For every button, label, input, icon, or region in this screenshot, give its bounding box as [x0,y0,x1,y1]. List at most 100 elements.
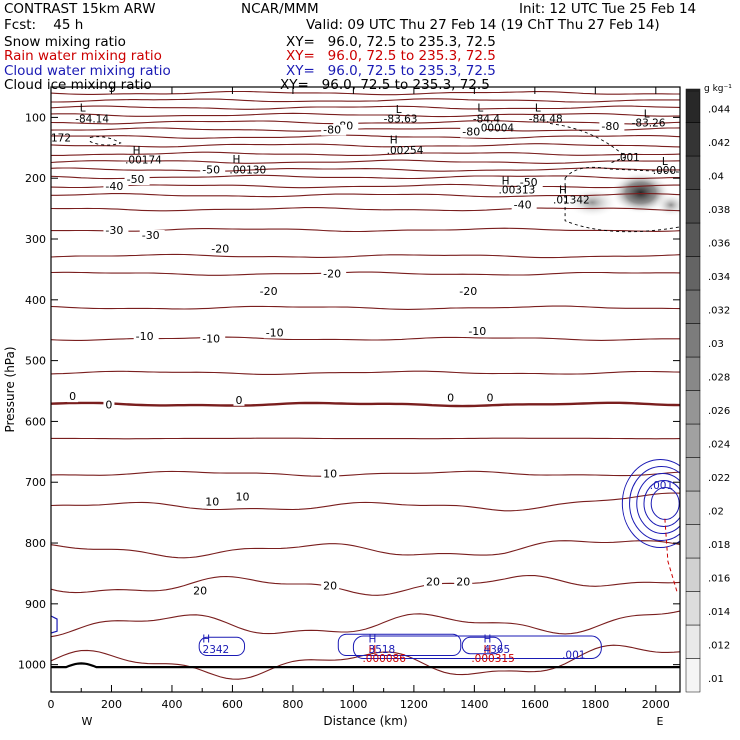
terrain-line [51,662,680,669]
extrema-label: H [559,184,567,196]
field-cloud-water-name: Cloud water mixing ratio [4,63,171,79]
colorbar-tick-label: .024 [708,439,730,450]
isotherm-label: 0 [69,390,76,403]
colorbar-segment [685,490,701,525]
isotherm-label: 0 [105,398,112,411]
isotherm-line [51,437,680,440]
colorbar-tick-label: .042 [708,138,730,149]
label-knockout [445,392,457,404]
y-axis-label: Pressure (hPa) [3,346,17,432]
isotherm-line [51,105,680,110]
isotherm-line [51,151,680,156]
label-knockout [103,181,129,193]
extrema-label: L [477,102,483,114]
isotherm-label: -80 [323,124,341,137]
extrema-label: 172 [51,133,71,145]
isotherm-label: -30 [105,224,123,237]
cloud-water-contour [51,615,58,634]
isotherm-label: 20 [323,580,337,593]
colorbar-unit: g kg⁻¹ [704,84,732,94]
west-label: W [82,715,93,728]
isotherm-label: 10 [235,490,249,503]
label-knockout [103,399,115,411]
colorbar-segment [685,356,701,391]
x-tick-label: 200 [101,698,122,711]
x-axis-label: Distance (km) [323,714,407,728]
label-knockout [191,585,210,597]
label-knockout [233,491,252,503]
extrema-label: .01342 [553,195,590,207]
label-knockout [200,333,226,345]
extrema-label: -84.4 [473,113,500,125]
label-knockout [139,230,165,242]
extrema-label: L [396,104,402,116]
extrema-label: 4365 [483,644,510,656]
isotherm-label: 20 [426,576,440,589]
plot-frame [50,86,681,693]
extrema-label: H [502,175,510,187]
extrema-label: .00174 [125,155,162,167]
isotherm-label: -50 [127,173,145,186]
label-knockout [599,121,625,133]
extrema-label: .001 [650,480,673,492]
extrema-label: H [133,145,141,157]
extrema-label: .000315 [471,653,514,665]
isotherm-label: -40 [105,180,123,193]
isotherm-line [51,207,680,212]
colorbar-segment [685,524,701,559]
x-tick-label: 600 [222,698,243,711]
extrema-label: -83.26 [632,118,666,130]
label-knockout [67,391,79,403]
isotherm-label: -50 [202,164,220,177]
field-rain-xy: XY= 96.0, 72.5 to 235.3, 72.5 [286,48,496,64]
extrema-label: L [80,102,86,114]
label-knockout [124,174,150,186]
isotherm-line [51,253,680,259]
x-tick-label: 1400 [460,698,488,711]
colorbar-segment [685,323,701,358]
y-tick-label: 400 [25,294,46,307]
colorbar-tick-label: .03 [708,339,724,350]
x-tick-label: 1800 [581,698,609,711]
extrema-label: .000 [653,165,676,177]
colorbar-segment [685,256,701,291]
isotherm-label: -80 [462,126,480,139]
y-tick-label: 700 [25,476,46,489]
label-knockout [454,576,473,588]
x-tick-label: 1600 [521,698,549,711]
cloud-water-contour [629,466,680,541]
isotherm-line [51,540,680,559]
center-name: NCAR/MMM [241,1,319,17]
y-tick-label: 100 [25,111,46,124]
label-knockout [103,224,129,236]
extrema-label: .001 [616,152,639,164]
cloud-water-contour [352,635,602,660]
isotherm-label: -10 [136,330,154,343]
colorbar-segment [685,658,701,693]
x-tick-label: 0 [48,698,55,711]
east-label: E [657,715,664,728]
isotherm-line [51,90,680,96]
label-knockout [511,199,537,211]
isotherm-line [51,401,680,408]
colorbar-tick-label: .014 [708,607,730,618]
extrema-label: -84.48 [529,113,563,125]
y-tick-label: 300 [25,233,46,246]
label-knockout [257,285,283,297]
isotherm-label: 20 [193,585,207,598]
label-knockout [321,124,347,136]
extrema-label: L [662,156,668,168]
colorbar-tick-label: .038 [708,205,730,216]
extrema-label: H [390,135,398,147]
colorbar-segment [685,122,701,157]
label-knockout [484,392,496,404]
isotherm-label: -20 [459,285,477,298]
extrema-label: -83.63 [384,113,418,125]
colorbar-tick-label: .02 [708,506,724,517]
colorbar-segment [685,624,701,659]
extrema-label: L [644,108,650,120]
colorbar-tick-label: .022 [708,473,730,484]
isotherm-line [51,112,680,118]
isotherm-label: -40 [514,199,532,212]
rain-contour [664,518,678,592]
